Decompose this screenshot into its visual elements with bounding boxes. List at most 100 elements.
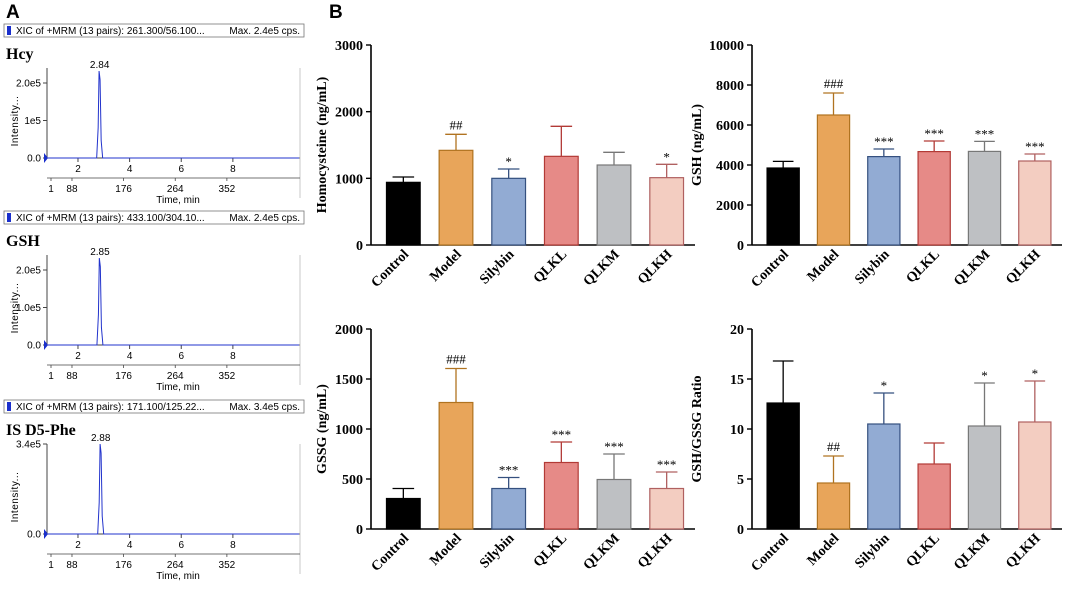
scan-tick-label: 88	[66, 371, 78, 382]
bar-qlkh	[1018, 421, 1052, 530]
bar-chart-bar-gssg: 0 500 1000 1500 2000 GSSG (ng/mL) Control ### Mo…	[315, 323, 695, 575]
chrom-x-tick-label: 4	[127, 351, 133, 362]
chrom-x-tick-label: 4	[127, 164, 133, 175]
significance-label: ***	[874, 134, 894, 149]
bar-y-tick-label: 0	[356, 523, 363, 538]
bar-qlkh	[1018, 160, 1052, 246]
bar-chart-bar-ratio: 0 5 10 15 20 GSH/GSSG Ratio Control ## Model * Sil…	[690, 323, 1062, 575]
scan-tick-label: 352	[219, 371, 236, 382]
baseline-marker-icon	[44, 340, 48, 350]
analyte-label: GSH	[6, 233, 40, 250]
scan-tick-label: 88	[66, 560, 78, 571]
category-label: QLKM	[581, 247, 623, 289]
chromatogram-max: Max. 3.4e5 cps.	[229, 402, 300, 413]
significance-label: ***	[924, 126, 944, 141]
bar-y-label: GSH/GSSG Ratio	[690, 376, 705, 483]
bar-y-label: GSH (ng/mL)	[690, 104, 705, 186]
chrom-y-tick-label: 3.4e5	[16, 440, 41, 451]
chromatogram-trace	[48, 257, 299, 346]
bar-y-tick-label: 15	[730, 373, 744, 388]
category-label: Control	[369, 531, 413, 575]
chromatogram-title: XIC of +MRM (13 pairs): 433.100/304.10..…	[16, 213, 205, 224]
significance-label: ***	[1025, 139, 1045, 154]
bar-silybin	[491, 487, 527, 530]
category-label: QLKL	[904, 247, 943, 286]
bar-control	[385, 181, 421, 246]
category-label: QLKM	[951, 247, 993, 289]
bar-y-tick-label: 500	[342, 473, 363, 488]
significance-label: *	[881, 378, 888, 393]
scan-tick-label: 352	[219, 560, 236, 571]
category-label: Silybin	[477, 531, 517, 571]
chrom-x-tick-label: 8	[230, 540, 236, 551]
bar-model	[438, 401, 474, 530]
chrom-x-tick-label: 2	[75, 164, 81, 175]
chromatogram-header	[3, 23, 305, 38]
analyte-label: Hcy	[6, 46, 34, 63]
chrom-x-label: Time, min	[156, 195, 200, 206]
chrom-y-tick-label: 2.0e5	[16, 79, 41, 90]
scan-tick-label: 264	[167, 560, 184, 571]
chrom-y-tick-label: 2.0e5	[16, 266, 41, 277]
chrom-x-tick-label: 8	[230, 351, 236, 362]
chrom-y-tick-label: 1.0e5	[16, 303, 41, 314]
peak-label: 2.88	[91, 433, 111, 444]
chrom-x-label: Time, min	[156, 382, 200, 393]
chromatogram-trace	[48, 443, 299, 535]
chromatogram-title: XIC of +MRM (13 pairs): 171.100/125.22..…	[16, 402, 205, 413]
scan-tick-label: 88	[66, 184, 78, 195]
category-label: Model	[805, 247, 843, 285]
scan-tick-label: 1	[48, 560, 54, 571]
baseline-marker-icon	[44, 529, 48, 539]
bar-y-tick-label: 10000	[709, 39, 744, 54]
bar-qlkh	[649, 487, 685, 530]
bar-y-tick-label: 3000	[335, 39, 363, 54]
trace-marker-icon	[7, 402, 11, 411]
bar-control	[766, 167, 800, 246]
category-label: Silybin	[852, 247, 892, 287]
category-label: Control	[369, 247, 413, 291]
significance-label: ###	[824, 76, 844, 91]
bar-chart-bar-hcy: 0 1000 2000 3000 Homocysteine (ng/mL) Control…	[315, 39, 695, 291]
category-label: QLKM	[581, 531, 623, 573]
bar-y-tick-label: 0	[737, 523, 744, 538]
scan-tick-label: 1	[48, 184, 54, 195]
category-label: QLKM	[951, 531, 993, 573]
scan-tick-label: 352	[219, 184, 236, 195]
bar-silybin	[491, 177, 527, 246]
bar-qlkh	[649, 177, 685, 246]
analyte-label: IS D5-Phe	[6, 422, 76, 439]
chrom-x-tick-label: 6	[178, 351, 184, 362]
bar-qlkl	[543, 155, 579, 246]
chrom-x-label: Time, min	[156, 571, 200, 582]
bar-control	[766, 402, 800, 530]
chrom-x-tick-label: 8	[230, 164, 236, 175]
category-label: Model	[427, 531, 465, 569]
bar-qlkm	[596, 164, 632, 246]
bar-y-tick-label: 1500	[335, 373, 363, 388]
category-label: QLKL	[531, 531, 570, 570]
category-label: QLKH	[635, 247, 675, 287]
bar-qlkm	[967, 425, 1002, 530]
peak-label: 2.84	[90, 60, 110, 71]
bar-y-tick-label: 20	[730, 323, 744, 338]
bar-qlkl	[917, 151, 951, 246]
significance-label: ##	[450, 117, 464, 132]
bar-control	[385, 497, 421, 530]
bar-qlkl	[917, 463, 951, 530]
baseline-marker-icon	[44, 153, 48, 163]
chromatogram-chrom-gsh: XIC of +MRM (13 pairs): 433.100/304.10..…	[3, 210, 305, 393]
category-label: QLKL	[531, 247, 570, 286]
bar-y-tick-label: 2000	[716, 199, 744, 214]
bar-y-tick-label: 10	[730, 423, 744, 438]
category-label: Model	[805, 531, 843, 569]
bar-y-tick-label: 1000	[335, 172, 363, 187]
bar-model	[816, 114, 851, 246]
scan-tick-label: 176	[115, 371, 132, 382]
peak-label: 2.85	[90, 247, 110, 258]
chromatogram-trace	[48, 70, 299, 159]
bar-y-tick-label: 0	[356, 239, 363, 254]
chrom-y-tick-label: 0.0	[27, 341, 41, 352]
